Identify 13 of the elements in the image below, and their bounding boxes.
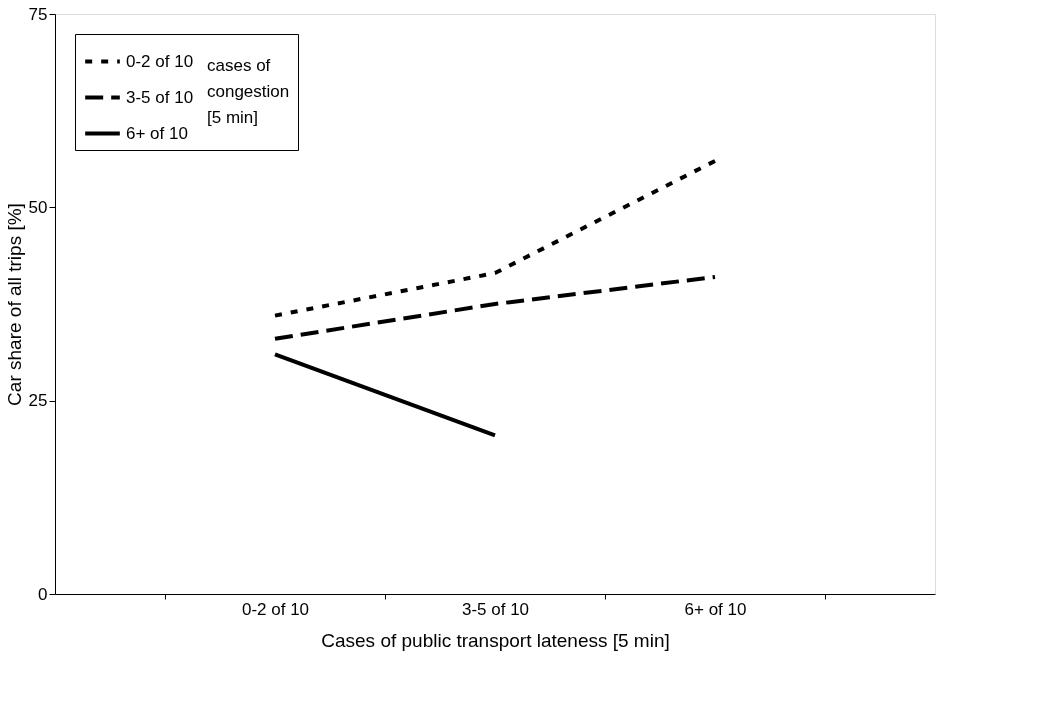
y-tick-label: 75 [28, 4, 48, 24]
legend-title: cases of congestion [5 min] [207, 56, 290, 127]
x-tick-label: 6+ of 10 [684, 599, 747, 619]
legend-label: 3-5 of 10 [126, 87, 194, 107]
x-tick-label: 3-5 of 10 [461, 599, 530, 619]
y-tick-label: 50 [28, 197, 48, 217]
x-tick-label: 0-2 of 10 [241, 599, 310, 619]
y-tick-label: 25 [28, 391, 48, 411]
x-axis-title: Cases of public transport lateness [5 min] [321, 629, 670, 651]
y-axis-title: Car share of all trips [%] [3, 203, 25, 406]
legend-label: 6+ of 10 [126, 123, 188, 143]
y-tick-label: 0 [38, 584, 48, 604]
legend-label: 0-2 of 10 [126, 51, 194, 71]
